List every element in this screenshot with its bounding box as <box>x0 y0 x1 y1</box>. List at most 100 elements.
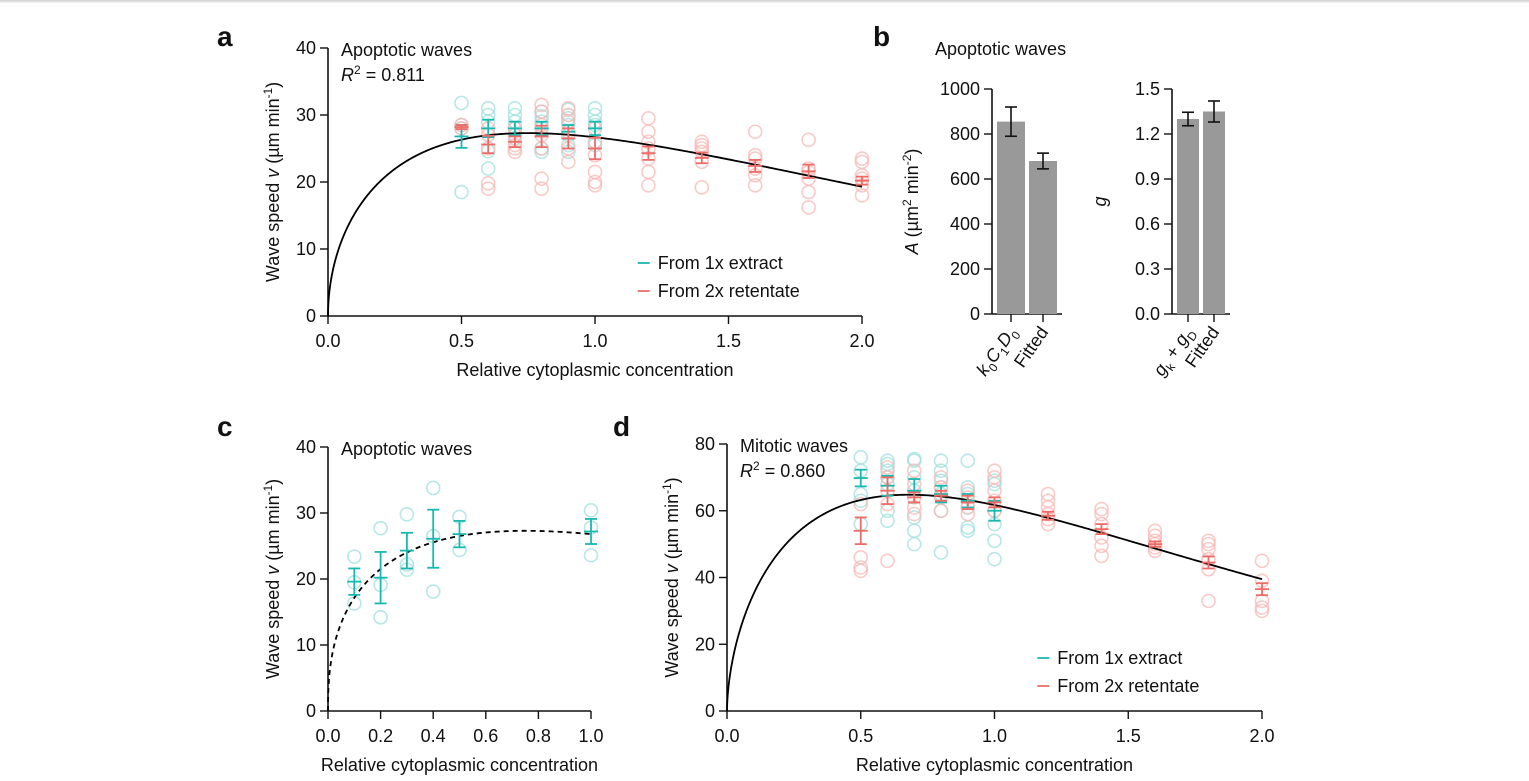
chart-title: Apoptotic waves <box>341 40 472 60</box>
raw-data-point-extract <box>373 609 388 625</box>
x-tick-label: 1.0 <box>982 726 1007 746</box>
raw-data-point-retentate <box>587 178 603 193</box>
error-bar-retentate <box>801 163 816 179</box>
raw-data-point-retentate <box>1094 506 1109 522</box>
error-bar-retentate <box>880 476 895 505</box>
raw-data-point-extract <box>960 523 976 539</box>
raw-data-point-retentate <box>1201 536 1216 552</box>
y-tick-label: 40 <box>296 38 316 58</box>
y-tick-label: 30 <box>296 503 316 523</box>
x-axis-label: Relative cytoplasmic concentration <box>456 360 733 380</box>
error-bar-retentate <box>748 158 763 173</box>
error-bar-retentate <box>481 134 496 155</box>
y-label-exponent: -1 <box>661 483 674 493</box>
raw-data-point-retentate <box>641 124 656 140</box>
y-axis-label: A (µm2 min-2) <box>900 149 922 256</box>
raw-data-point-extract <box>425 480 441 496</box>
y-tick-label: 800 <box>950 124 980 144</box>
raw-data-point-retentate <box>801 132 816 148</box>
bar-1 <box>1029 161 1057 314</box>
chart-title: Apoptotic waves <box>341 439 472 459</box>
r-squared-label: R2 = 0.860 <box>740 459 825 481</box>
error-bar-retentate <box>1201 555 1216 570</box>
raw-data-point-retentate <box>747 178 763 193</box>
raw-data-point-extract <box>960 520 976 535</box>
raw-data-point-extract <box>933 545 949 560</box>
y-tick-label: 0 <box>970 304 980 324</box>
y-label-var: g <box>1090 196 1110 206</box>
raw-data-point-retentate <box>1254 600 1270 615</box>
y-axis-label: Wave speed v (µm min-1) <box>262 82 283 282</box>
error-bar-retentate <box>1255 582 1269 597</box>
raw-data-point-extract <box>373 520 388 536</box>
raw-data-point-retentate <box>480 176 496 191</box>
raw-data-point-retentate <box>560 107 576 123</box>
raw-data-point-retentate <box>534 181 549 196</box>
y-tick-label: 0 <box>306 701 316 721</box>
y-tick-label: 20 <box>296 569 316 589</box>
raw-data-point-retentate <box>987 463 1002 479</box>
error-bar-retentate <box>641 145 656 161</box>
raw-data-point-retentate <box>853 563 869 579</box>
raw-data-point-retentate <box>1094 501 1109 517</box>
error-bar-retentate <box>853 516 868 546</box>
raw-data-point-retentate <box>880 553 895 569</box>
y-axis-label: Wave speed v (µm min-1) <box>262 479 283 679</box>
raw-data-point-retentate <box>560 154 576 170</box>
raw-data-point-retentate <box>1201 593 1216 609</box>
chart-title: Apoptotic waves <box>935 39 1066 59</box>
error-bar-retentate <box>534 124 549 149</box>
y-label-var: A <box>902 242 922 255</box>
y-label-close: ) <box>902 149 922 155</box>
x-tick-label: 0.4 <box>421 726 446 746</box>
y-axis-label: g <box>1090 196 1110 206</box>
y-label-unit: (µm min <box>263 98 283 168</box>
error-bar-retentate <box>987 496 1002 509</box>
y-label-unit: (µm <box>902 206 922 242</box>
y-tick-label: 40 <box>296 437 316 457</box>
raw-data-point-retentate <box>853 560 869 575</box>
raw-data-point-retentate <box>933 503 949 519</box>
raw-data-point-extract <box>454 95 469 111</box>
y-tick-label: 200 <box>950 259 980 279</box>
y-tick-label: 400 <box>950 214 980 234</box>
y-tick-label: 10 <box>296 239 316 259</box>
panel-d-chart: 0 20 40 60 80 0.0 0.5 1.0 1.5 2.0 Relative cytopla… <box>661 434 1275 775</box>
y-tick-label: 30 <box>296 105 316 125</box>
raw-data-point-retentate <box>1201 533 1216 549</box>
panel-label-c: c <box>217 411 233 442</box>
raw-data-point-extract <box>987 473 1002 489</box>
raw-data-point-retentate <box>694 134 710 150</box>
raw-data-point-retentate <box>534 171 549 186</box>
raw-data-point-retentate <box>1094 548 1109 564</box>
error-bar-retentate <box>694 151 709 165</box>
error-bar-retentate <box>1094 523 1109 536</box>
raw-data-point-retentate <box>641 111 656 126</box>
raw-data-point-extract <box>880 453 895 468</box>
raw-data-point-extract <box>583 547 599 563</box>
raw-data-point-retentate <box>534 97 549 113</box>
raw-data-point-retentate <box>854 151 870 166</box>
raw-data-point-retentate <box>854 154 870 170</box>
legend-label-retentate: From 2x retentate <box>658 281 800 301</box>
y-label-mid: min <box>902 165 922 199</box>
panel-label-a: a <box>217 21 233 52</box>
raw-data-point-retentate <box>1094 538 1109 554</box>
r-squared-symbol: R <box>740 461 753 481</box>
error-bar-retentate <box>588 136 602 161</box>
error-bar-retentate <box>561 127 576 150</box>
panel-label-d: d <box>613 411 630 442</box>
raw-data-point-retentate <box>801 200 816 215</box>
raw-data-point-extract <box>960 453 976 468</box>
raw-data-point-extract <box>987 551 1002 567</box>
error-bar-extract <box>373 551 388 605</box>
raw-data-point-extract <box>399 507 415 522</box>
error-bar-extract <box>853 468 868 488</box>
y-tick-label: 80 <box>695 434 715 454</box>
raw-data-point-retentate <box>1254 553 1270 569</box>
y-tick-label: 0 <box>705 701 715 721</box>
raw-data-point-extract <box>933 463 949 479</box>
